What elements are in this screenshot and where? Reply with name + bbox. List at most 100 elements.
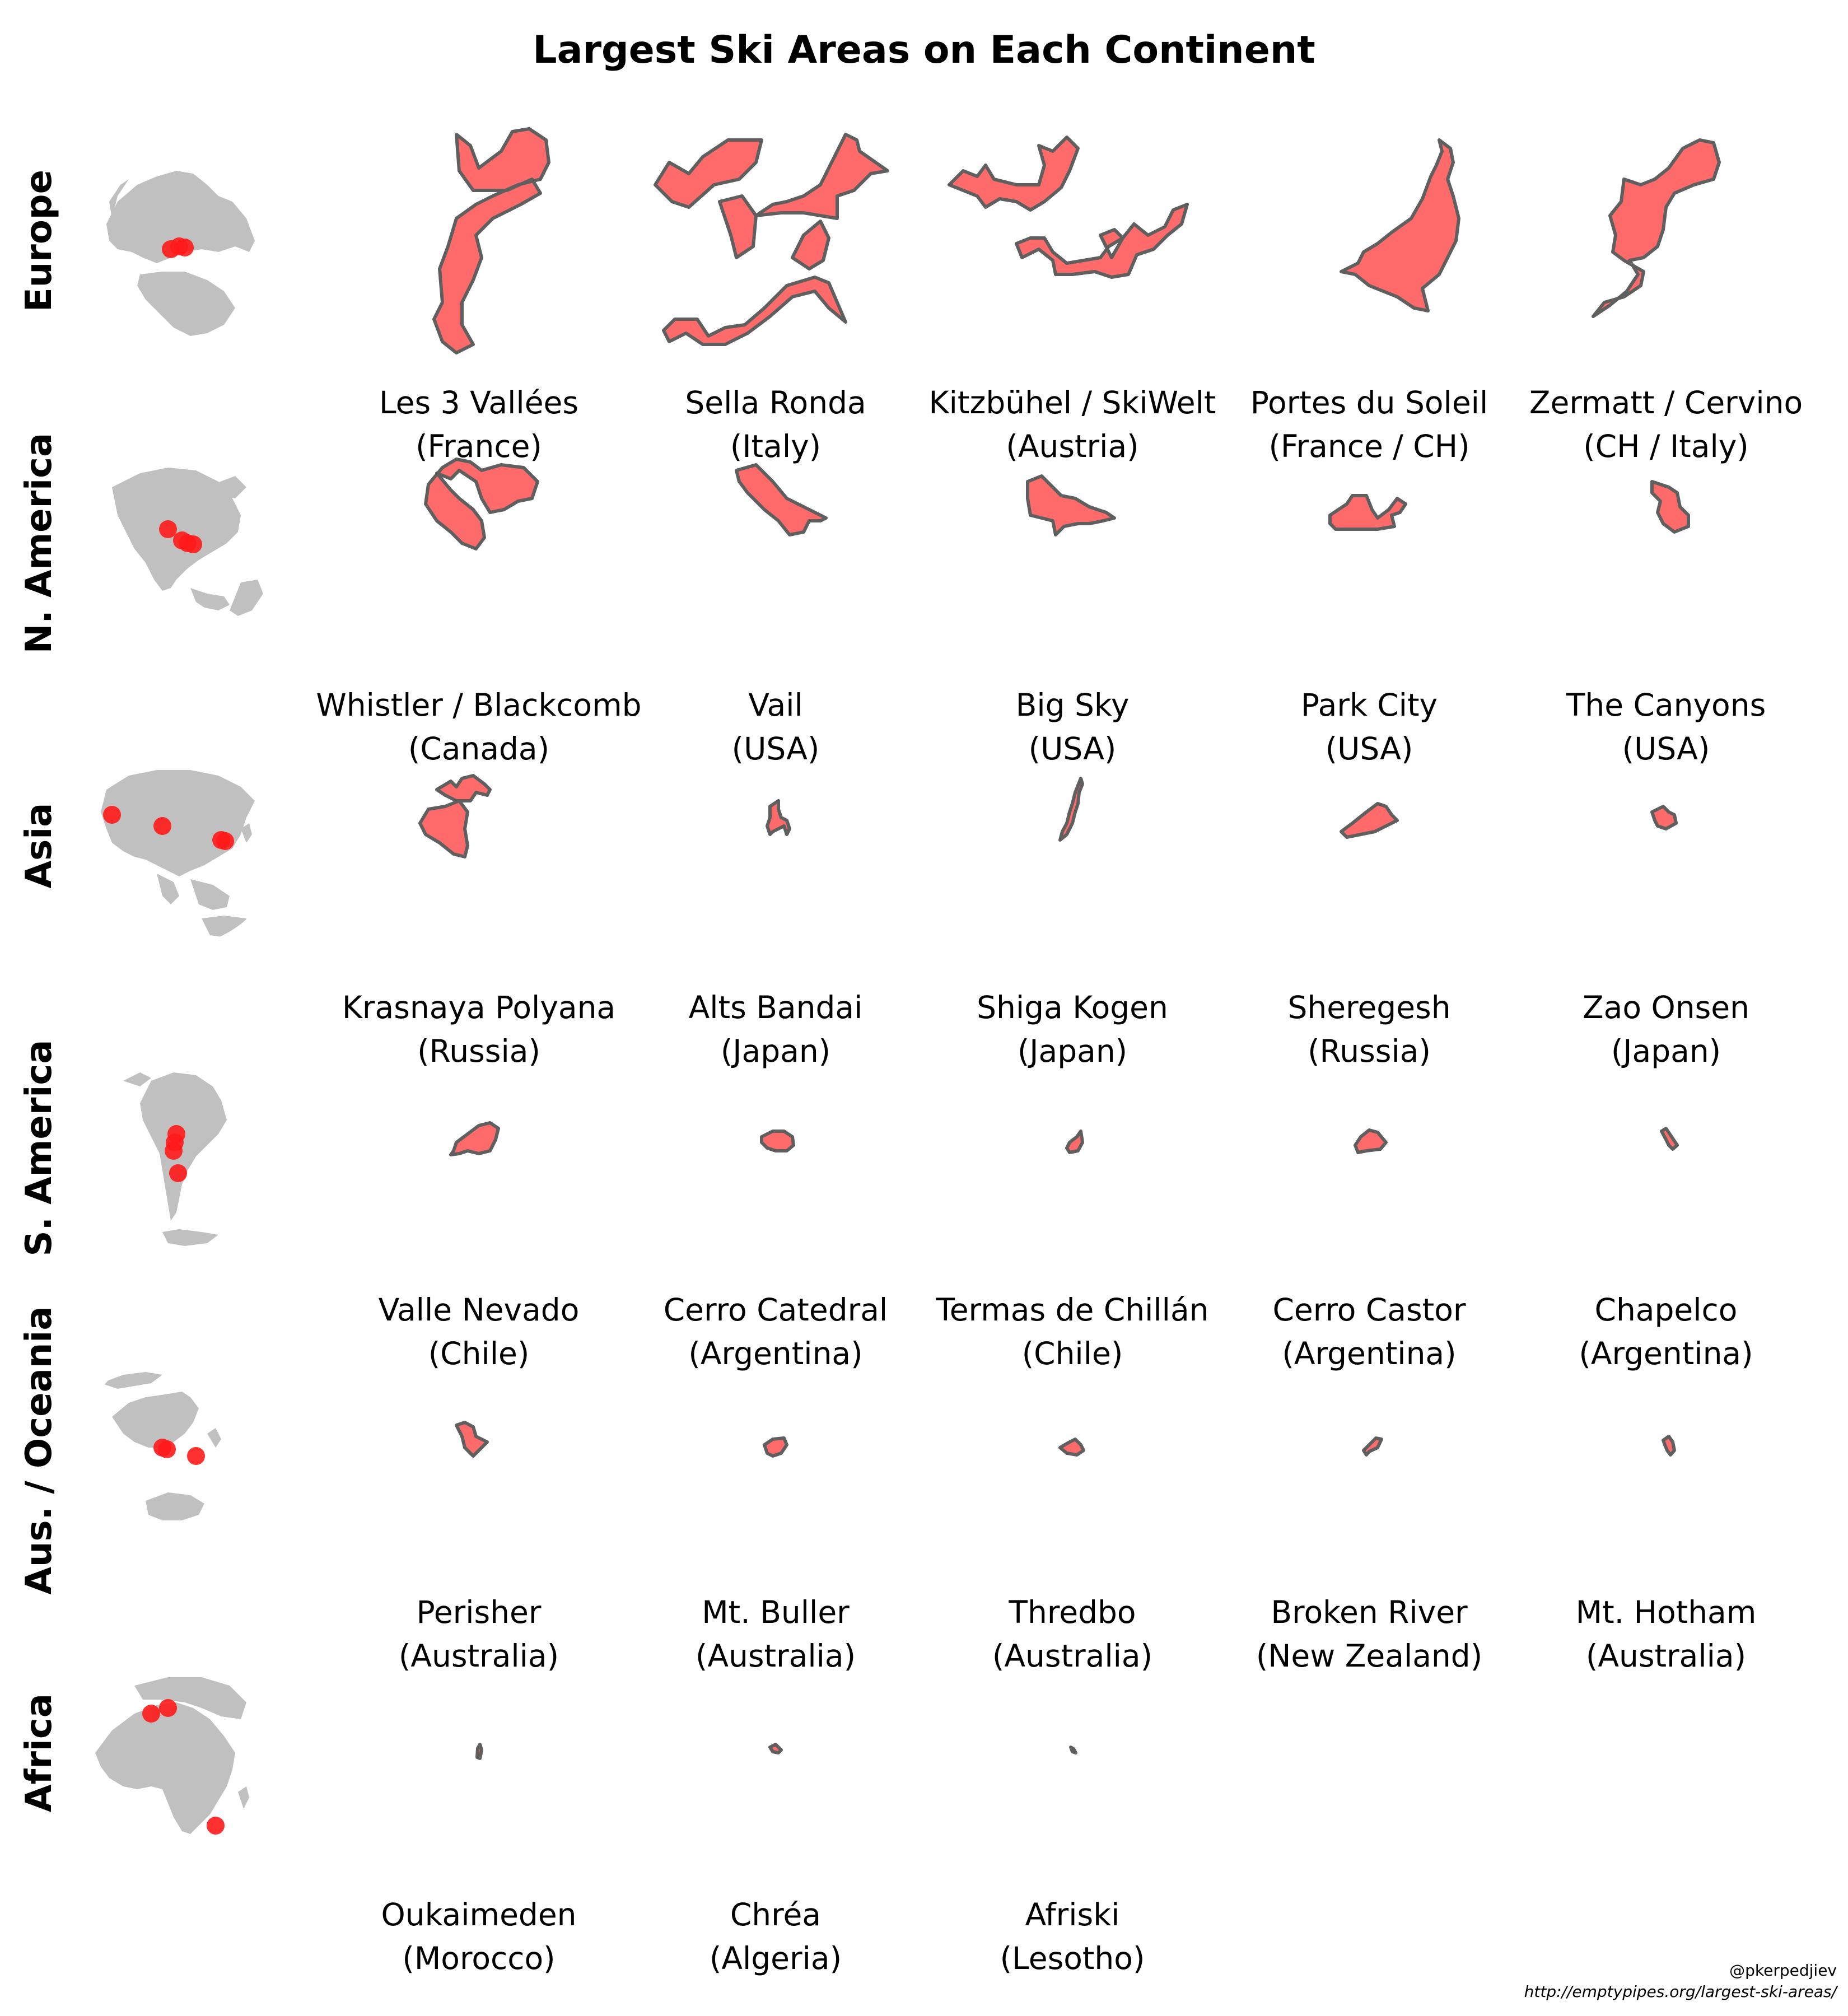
ski-area-name: Big Sky bbox=[1015, 687, 1130, 723]
ski-area-name: Cerro Castor bbox=[1272, 1292, 1466, 1328]
ski-area-label: Oukaimeden (Morocco) bbox=[311, 1893, 647, 1980]
ski-area-shape bbox=[636, 118, 916, 364]
ski-area-label: Vail (USA) bbox=[608, 683, 944, 771]
ski-area-name: Valle Nevado bbox=[378, 1292, 580, 1328]
ski-area-outline bbox=[1650, 805, 1678, 830]
land-mass bbox=[123, 1072, 151, 1086]
land-mass bbox=[101, 770, 255, 876]
ski-area-label: Sheregesh (Russia) bbox=[1201, 986, 1537, 1073]
ski-area-outline bbox=[763, 1436, 788, 1458]
europe-globe bbox=[78, 140, 280, 342]
credit: @pkerpedjiev http://emptypipes.org/large… bbox=[1524, 1960, 1837, 2003]
ski-area-outline bbox=[1362, 1436, 1383, 1457]
credit-url[interactable]: http://emptypipes.org/largest-ski-areas/ bbox=[1524, 1982, 1837, 2001]
ski-area-name: Afriski bbox=[1025, 1897, 1120, 1933]
ski-area-shape bbox=[932, 722, 1212, 969]
ski-area-marker bbox=[169, 1164, 187, 1182]
ski-area-country: (USA) bbox=[1325, 731, 1413, 767]
ski-area-country: (France / CH) bbox=[1268, 428, 1470, 464]
land-mass bbox=[106, 171, 255, 263]
land-mass bbox=[238, 1786, 249, 1809]
ski-area-label: Broken River (New Zealand) bbox=[1201, 1590, 1537, 1678]
ski-area-name: Sella Ronda bbox=[685, 385, 866, 421]
ski-area-outline bbox=[760, 1130, 795, 1152]
ski-area-name: Perisher bbox=[416, 1594, 542, 1630]
ski-area-marker bbox=[165, 1142, 183, 1160]
land-mass bbox=[213, 476, 246, 498]
ski-area-name: Shiga Kogen bbox=[977, 990, 1168, 1025]
ski-area-name: Krasnaya Polyana bbox=[342, 990, 616, 1025]
ski-area-country: (Morocco) bbox=[402, 1940, 556, 1976]
ski-area-label: Mt. Hotham (Australia) bbox=[1498, 1590, 1834, 1678]
ski-area-shape bbox=[339, 118, 619, 364]
ski-area-country: (Argentina) bbox=[1579, 1336, 1753, 1371]
ski-area-label: Chapelco (Argentina) bbox=[1498, 1288, 1834, 1375]
ski-area-label: Krasnaya Polyana (Russia) bbox=[311, 986, 647, 1073]
ski-area-country: (USA) bbox=[1622, 731, 1710, 767]
row-label-text: N. America bbox=[18, 432, 60, 654]
ski-area-name: Termas de Chillán bbox=[936, 1292, 1209, 1328]
ski-area-outline bbox=[1662, 1435, 1676, 1457]
ski-area-label: Thredbo (Australia) bbox=[904, 1590, 1240, 1678]
ski-area-shape bbox=[1526, 1025, 1806, 1271]
row-label-text: S. America bbox=[18, 1039, 60, 1257]
row-label-text: Europe bbox=[18, 169, 60, 312]
land-mass bbox=[101, 1372, 162, 1389]
ski-area-label: Whistler / Blackcomb (Canada) bbox=[311, 683, 647, 771]
ski-area-shape bbox=[339, 722, 619, 969]
ski-area-country: (Australia) bbox=[695, 1638, 856, 1674]
ski-area-shape bbox=[932, 1025, 1212, 1271]
ski-area-marker bbox=[184, 535, 202, 553]
land-mass bbox=[241, 823, 252, 843]
ski-area-label: Cerro Castor (Argentina) bbox=[1201, 1288, 1537, 1375]
ski-area-name: Chréa bbox=[730, 1897, 822, 1933]
ski-area-country: (Japan) bbox=[720, 1033, 831, 1069]
ski-area-outline bbox=[1058, 1438, 1085, 1457]
ski-area-name: Thredbo bbox=[1009, 1594, 1136, 1630]
ski-area-label: Perisher (Australia) bbox=[311, 1590, 647, 1678]
ski-area-shape bbox=[1526, 420, 1806, 666]
ski-area-name: Portes du Soleil bbox=[1250, 385, 1488, 421]
ski-area-outline bbox=[1340, 138, 1460, 312]
ski-area-name: Cerro Catedral bbox=[663, 1292, 888, 1328]
ski-area-label: Cerro Catedral (Argentina) bbox=[608, 1288, 944, 1375]
ski-area-country: (New Zealand) bbox=[1256, 1638, 1483, 1674]
ski-area-marker bbox=[207, 1817, 225, 1835]
ski-area-label: Valle Nevado (Chile) bbox=[311, 1288, 647, 1375]
ski-area-country: (Russia) bbox=[1308, 1033, 1431, 1069]
ski-area-name: Oukaimeden bbox=[381, 1897, 577, 1933]
ski-area-outline bbox=[768, 1743, 783, 1754]
ski-area-name: Zao Onsen bbox=[1582, 990, 1749, 1025]
ski-area-shape bbox=[1229, 118, 1509, 364]
ski-area-country: (Canada) bbox=[408, 731, 550, 767]
ski-area-outline bbox=[455, 1421, 489, 1458]
ski-area-outline bbox=[1069, 1746, 1077, 1754]
ski-area-shape bbox=[339, 1327, 619, 1574]
africa-globe bbox=[78, 1652, 280, 1854]
land-mass bbox=[95, 1702, 235, 1834]
row-label-text: Asia bbox=[18, 802, 60, 889]
ski-area-outline bbox=[1065, 1130, 1084, 1154]
ski-area-marker bbox=[158, 1440, 176, 1458]
ski-area-outline bbox=[948, 136, 1189, 279]
ski-area-outline bbox=[654, 133, 889, 346]
ski-area-shape bbox=[636, 420, 916, 666]
land-mass bbox=[112, 1392, 199, 1448]
ski-area-name: Park City bbox=[1300, 687, 1438, 723]
ski-area-country: (Chile) bbox=[428, 1336, 530, 1371]
ski-area-outline bbox=[1026, 474, 1116, 536]
ski-area-marker bbox=[142, 1705, 160, 1723]
ski-area-outline bbox=[475, 1743, 483, 1760]
north-america-globe bbox=[78, 442, 280, 644]
ski-area-country: (Argentina) bbox=[688, 1336, 863, 1371]
land-mass bbox=[109, 179, 129, 218]
ski-area-shape bbox=[339, 1630, 619, 1876]
ski-area-name: Les 3 Vallées bbox=[379, 385, 579, 421]
ski-area-shape bbox=[1229, 1327, 1509, 1574]
ski-area-label: The Canyons (USA) bbox=[1498, 683, 1834, 771]
ski-area-shape bbox=[636, 1025, 916, 1271]
ski-area-country: (Argentina) bbox=[1282, 1336, 1457, 1371]
ski-area-label: Chréa (Algeria) bbox=[608, 1893, 944, 1980]
ski-area-country: (Algeria) bbox=[709, 1940, 842, 1976]
ski-area-shape bbox=[932, 1327, 1212, 1574]
